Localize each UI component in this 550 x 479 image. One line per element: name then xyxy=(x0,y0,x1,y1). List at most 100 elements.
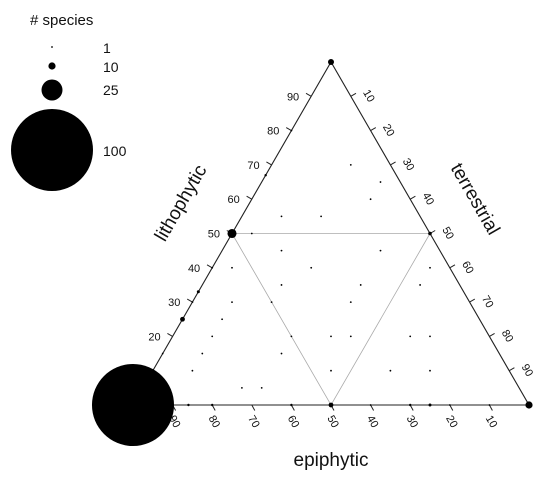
data-point xyxy=(328,402,334,408)
data-point xyxy=(260,386,263,389)
data-point xyxy=(389,369,392,372)
data-point xyxy=(379,249,382,252)
left-tick xyxy=(266,161,272,166)
data-point xyxy=(349,335,352,338)
legend-label-100: 100 xyxy=(103,143,127,159)
data-point xyxy=(221,318,224,321)
size-legend: # species 1 10 25 100 xyxy=(11,12,127,191)
data-point xyxy=(330,335,332,338)
left-axis-title: lithophytic xyxy=(151,161,211,245)
data-point xyxy=(330,369,332,372)
right-tick-label: 30 xyxy=(400,156,417,173)
data-point xyxy=(428,403,432,407)
data-point xyxy=(191,369,194,372)
data-point xyxy=(320,215,322,218)
data-point xyxy=(280,249,283,252)
bottom-tick xyxy=(488,404,493,411)
data-point xyxy=(211,266,214,269)
right-tick xyxy=(508,367,515,372)
data-point xyxy=(250,232,253,235)
data-point xyxy=(231,266,233,269)
right-tick-label: 90 xyxy=(519,362,536,379)
left-tick-label: 50 xyxy=(208,229,220,241)
data-point xyxy=(409,335,412,338)
left-tick-label: 60 xyxy=(228,194,240,206)
bottom-tick-label: 10 xyxy=(483,414,500,431)
data-point xyxy=(409,403,412,407)
data-point xyxy=(290,129,293,132)
bottom-tick-label: 50 xyxy=(324,414,341,431)
left-tick-label: 20 xyxy=(148,331,160,343)
data-point xyxy=(196,290,200,294)
data-point xyxy=(419,284,421,286)
bottom-tick-label: 20 xyxy=(443,414,460,431)
data-point xyxy=(428,231,432,236)
data-point xyxy=(525,401,533,409)
data-point xyxy=(270,301,273,303)
data-point xyxy=(187,403,190,407)
left-tick xyxy=(285,127,292,132)
data-point xyxy=(448,404,451,406)
axis-ticks: 1020304050607080901020304050607080909080… xyxy=(129,88,536,430)
bottom-tick-label: 70 xyxy=(245,414,262,431)
bottom-tick-label: 80 xyxy=(206,414,223,431)
bottom-tick-label: 60 xyxy=(285,414,302,431)
data-point xyxy=(227,228,237,239)
midpoint-triangle xyxy=(231,233,431,406)
data-point xyxy=(429,266,431,269)
legend-label-25: 25 xyxy=(103,82,119,98)
right-tick xyxy=(489,332,495,337)
legend-symbol-10 xyxy=(48,62,56,70)
left-tick xyxy=(246,195,253,200)
left-tick-label: 80 xyxy=(267,126,279,138)
left-tick-label: 70 xyxy=(247,160,259,172)
midpoint-reference-lines xyxy=(231,233,431,406)
bottom-tick-label: 30 xyxy=(404,414,421,431)
data-point xyxy=(369,404,372,406)
bottom-tick xyxy=(449,404,454,411)
data-point xyxy=(429,369,431,372)
left-tick-label: 40 xyxy=(188,263,200,275)
legend-label-10: 10 xyxy=(103,59,119,75)
right-tick-label: 10 xyxy=(360,88,377,105)
bottom-tick xyxy=(370,404,375,411)
data-point xyxy=(369,198,372,201)
legend-label-1: 1 xyxy=(103,40,111,56)
left-tick xyxy=(206,264,213,269)
data-point xyxy=(280,215,283,218)
data-point xyxy=(379,181,382,183)
data-point xyxy=(310,266,313,269)
data-point xyxy=(211,403,214,407)
right-tick xyxy=(370,127,377,132)
right-tick-label: 60 xyxy=(459,259,476,276)
data-point xyxy=(180,316,185,322)
right-tick xyxy=(350,92,357,97)
data-point xyxy=(91,363,175,447)
left-tick-label: 90 xyxy=(287,91,299,103)
bottom-tick-label: 40 xyxy=(364,414,381,431)
data-point xyxy=(328,59,334,65)
data-point xyxy=(241,386,243,389)
bottom-tick xyxy=(251,404,256,411)
right-tick xyxy=(390,161,396,166)
left-tick xyxy=(167,332,173,337)
right-axis-title: terrestrial xyxy=(446,160,504,239)
data-point xyxy=(191,301,194,303)
legend-title: # species xyxy=(30,12,93,29)
data-point xyxy=(201,352,204,355)
data-point xyxy=(280,284,283,286)
data-points xyxy=(91,59,533,447)
right-tick-label: 70 xyxy=(479,294,496,311)
bottom-axis-title: epiphytic xyxy=(294,450,369,471)
legend-symbol-25 xyxy=(41,79,63,101)
data-point xyxy=(231,301,233,303)
right-tick-label: 80 xyxy=(499,328,516,345)
data-point xyxy=(349,301,352,303)
legend-symbol-1 xyxy=(51,46,53,48)
right-tick xyxy=(469,298,476,303)
data-point xyxy=(280,352,283,355)
right-tick-label: 50 xyxy=(439,225,456,242)
data-point xyxy=(359,284,362,286)
right-tick xyxy=(409,195,416,200)
